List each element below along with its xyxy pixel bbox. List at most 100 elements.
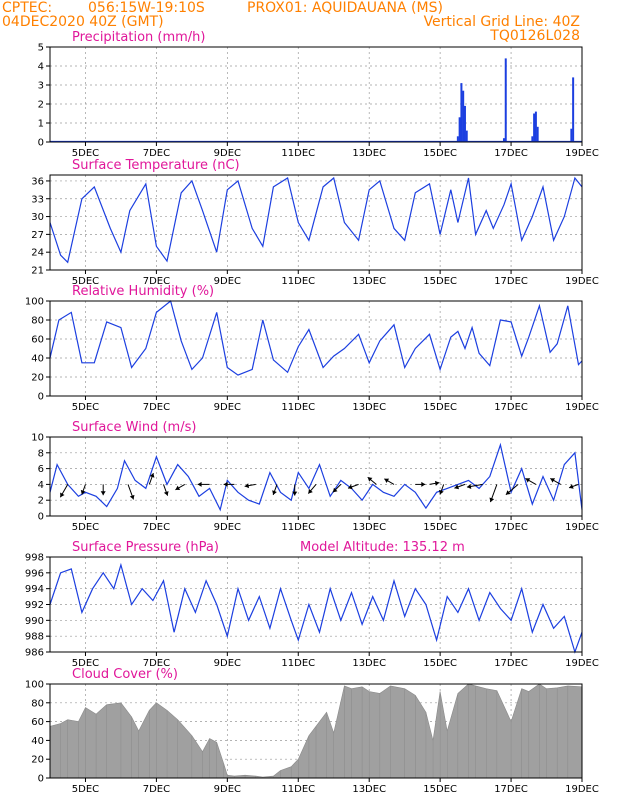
precipitation-bar: [460, 83, 463, 142]
precipitation-bar: [504, 58, 507, 142]
precipitation-bar: [456, 136, 459, 142]
humidity-ytick-label: 20: [31, 373, 44, 384]
header-model-code: TQ0126L028: [489, 28, 580, 44]
precipitation-frame: [49, 46, 583, 143]
precipitation-xtick-label: 19DEC: [565, 148, 599, 159]
wind-arrow-head: [489, 497, 495, 503]
temperature-frame: [49, 174, 583, 271]
wind-ytick-label: 10: [31, 433, 44, 444]
pressure-ytick-label: 994: [25, 584, 44, 595]
pressure-ytick-label: 992: [25, 600, 44, 611]
cloud-xtick-label: 15DEC: [423, 784, 457, 795]
pressure-title: Surface Pressure (hPa): [72, 540, 219, 555]
cloud-ytick-label: 60: [31, 717, 44, 728]
wind-arrow-head: [80, 489, 86, 495]
cloud-xtick-label: 7DEC: [143, 784, 170, 795]
wind-arrow-head: [100, 491, 106, 496]
wind-arrow-head: [421, 481, 426, 487]
temperature-xtick-label: 11DEC: [281, 276, 315, 287]
temperature-xtick-label: 9DEC: [214, 276, 241, 287]
precipitation-bar: [463, 105, 466, 142]
pressure-annotation: Model Altitude: 135.12 m: [300, 540, 465, 555]
precipitation-panel: Precipitation (mm/h) 0 1 2 3 4 5 5DEC 7DEC 9DEC 11…: [38, 30, 599, 159]
precipitation-xtick-label: 15DEC: [423, 148, 457, 159]
temperature-panel: Surface Temperature (nC) 21 24 27 30 33 36 5DEC…: [31, 158, 599, 287]
precipitation-ytick-label: 2: [38, 100, 44, 111]
precipitation-bar: [531, 136, 534, 142]
header-grid-note: Vertical Grid Line: 40Z: [424, 14, 580, 30]
precipitation-bar: [536, 126, 539, 142]
pressure-xtick-label: 19DEC: [565, 658, 599, 669]
cloud-xtick-label: 17DEC: [494, 784, 528, 795]
wind-arrow-head: [332, 487, 338, 493]
humidity-panel: Relative Humidity (%) 0 20 40 60 80 100 5DEC 7DE…: [25, 284, 599, 413]
humidity-line: [49, 299, 583, 376]
humidity-ytick-label: 40: [31, 354, 44, 365]
precipitation-ytick-label: 3: [38, 81, 44, 92]
wind-xtick-label: 15DEC: [423, 522, 457, 533]
wind-ytick-label: 4: [38, 480, 44, 491]
wind-arrow-head: [292, 491, 298, 496]
humidity-ytick-label: 80: [31, 316, 44, 327]
pressure-ytick-label: 996: [25, 568, 44, 579]
wind-arrow-head: [129, 494, 135, 500]
cloud-xtick-label: 13DEC: [352, 784, 386, 795]
wind-line: [49, 442, 583, 512]
wind-xtick-label: 7DEC: [143, 522, 170, 533]
wind-ytick-label: 2: [38, 496, 44, 507]
wind-arrow-head: [197, 481, 202, 487]
wind-arrow-head: [149, 473, 155, 478]
temperature-ytick-label: 36: [31, 176, 44, 187]
wind-xtick-label: 9DEC: [214, 522, 241, 533]
pressure-xtick-label: 15DEC: [423, 658, 457, 669]
precipitation-ytick-label: 5: [38, 43, 44, 54]
wind-arrow-head: [272, 490, 277, 495]
cloud-panel: Cloud Cover (%) 0 20 40 60 80 100 5DEC 7DEC 9DEC 1…: [25, 667, 599, 795]
temperature-line: [49, 176, 583, 264]
header-source: CPTEC:: [2, 0, 52, 16]
wind-arrow-head: [175, 485, 181, 490]
wind-ytick-label: 6: [38, 464, 44, 475]
pressure-panel: Surface Pressure (hPa) Model Altitude: 13…: [25, 540, 599, 669]
precipitation-bar: [465, 130, 468, 142]
pressure-xtick-label: 13DEC: [352, 658, 386, 669]
wind-arrow-head: [505, 490, 511, 495]
precipitation-bar: [502, 138, 505, 142]
temperature-ytick-label: 30: [31, 212, 44, 223]
humidity-ytick-label: 0: [38, 392, 44, 403]
humidity-xtick-label: 17DEC: [494, 402, 528, 413]
cloud-frame: [49, 683, 583, 779]
cloud-xtick-label: 5DEC: [72, 784, 99, 795]
wind-arrow-head: [439, 489, 444, 495]
precipitation-xtick-label: 13DEC: [352, 148, 386, 159]
wind-arrow-head: [60, 492, 65, 498]
precipitation-xtick-label: 17DEC: [494, 148, 528, 159]
wind-arrow-head: [434, 480, 440, 486]
wind-arrow-head: [367, 477, 373, 482]
precipitation-xtick-label: 9DEC: [214, 148, 241, 159]
wind-ytick-label: 8: [38, 448, 44, 459]
wind-arrow-head: [550, 478, 556, 483]
humidity-ytick-label: 100: [25, 297, 44, 308]
humidity-xtick-label: 11DEC: [281, 402, 315, 413]
precipitation-bar: [462, 90, 465, 142]
precipitation-bar: [534, 111, 537, 142]
humidity-title: Relative Humidity (%): [72, 284, 214, 299]
precipitation-xtick-label: 5DEC: [72, 148, 99, 159]
wind-frame: [49, 436, 583, 517]
cloud-ytick-label: 100: [25, 680, 44, 691]
humidity-ytick-label: 60: [31, 335, 44, 346]
temperature-ytick-label: 33: [31, 194, 44, 205]
pressure-ytick-label: 988: [25, 632, 44, 643]
wind-arrow-head: [308, 488, 313, 494]
precipitation-bar: [458, 117, 461, 142]
temperature-xtick-label: 19DEC: [565, 276, 599, 287]
temperature-xtick-label: 7DEC: [143, 276, 170, 287]
humidity-xtick-label: 13DEC: [352, 402, 386, 413]
wind-arrow-head: [223, 481, 228, 487]
pressure-xtick-label: 5DEC: [72, 658, 99, 669]
pressure-xtick-label: 9DEC: [214, 658, 241, 669]
wind-arrow-head: [244, 483, 250, 489]
humidity-frame: [49, 300, 583, 397]
